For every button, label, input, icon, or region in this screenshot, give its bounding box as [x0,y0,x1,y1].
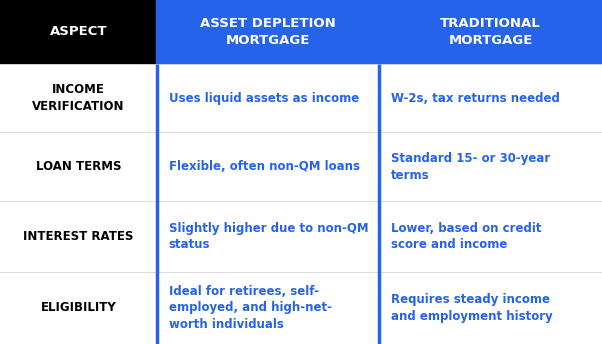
FancyBboxPatch shape [379,0,602,64]
Text: Ideal for retirees, self-
employed, and high-net-
worth individuals: Ideal for retirees, self- employed, and … [169,285,332,331]
Text: Flexible, often non-QM loans: Flexible, often non-QM loans [169,160,359,173]
Text: Uses liquid assets as income: Uses liquid assets as income [169,92,359,105]
Text: W-2s, tax returns needed: W-2s, tax returns needed [391,92,560,105]
FancyBboxPatch shape [157,0,379,64]
Text: ASPECT: ASPECT [49,25,107,38]
Text: Slightly higher due to non-QM
status: Slightly higher due to non-QM status [169,222,368,251]
FancyBboxPatch shape [0,0,157,64]
Text: Requires steady income
and employment history: Requires steady income and employment hi… [391,293,553,323]
FancyBboxPatch shape [0,132,602,201]
Text: ELIGIBILITY: ELIGIBILITY [40,301,116,314]
FancyBboxPatch shape [0,64,602,132]
Text: INTEREST RATES: INTEREST RATES [23,230,134,243]
Text: INCOME
VERIFICATION: INCOME VERIFICATION [32,83,125,113]
Text: ASSET DEPLETION
MORTGAGE: ASSET DEPLETION MORTGAGE [200,17,336,47]
Text: Standard 15- or 30-year
terms: Standard 15- or 30-year terms [391,152,551,182]
FancyBboxPatch shape [0,272,602,344]
Text: Lower, based on credit
score and income: Lower, based on credit score and income [391,222,542,251]
FancyBboxPatch shape [0,201,602,272]
Text: TRADITIONAL
MORTGAGE: TRADITIONAL MORTGAGE [440,17,541,47]
Text: LOAN TERMS: LOAN TERMS [36,160,121,173]
